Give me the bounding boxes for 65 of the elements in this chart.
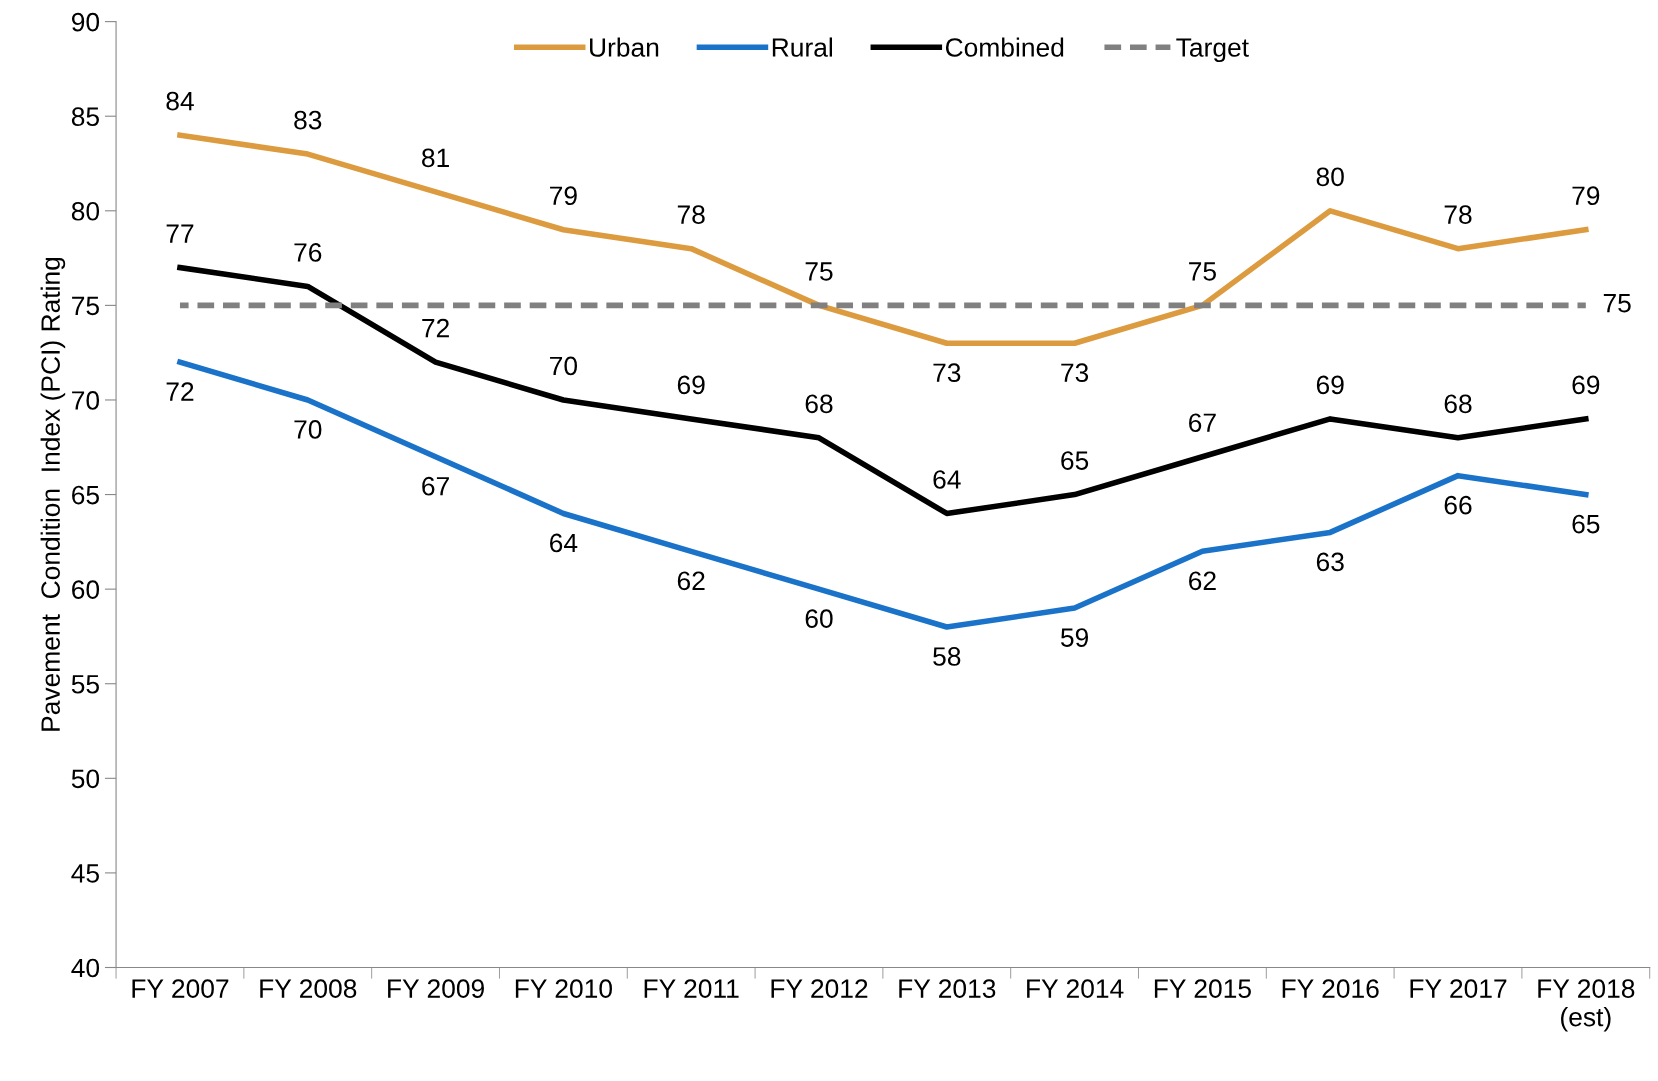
data-label: 72 <box>166 382 194 401</box>
y-tick-label: 45 <box>71 864 99 883</box>
x-tick-label: FY 2016 <box>1282 979 1379 998</box>
data-label: 73 <box>1061 363 1089 383</box>
data-label: 72 <box>422 318 449 338</box>
data-label: 69 <box>677 375 705 395</box>
y-tick-label: 55 <box>71 675 99 694</box>
x-tick-label: FY 2007 <box>132 979 229 998</box>
data-label: 78 <box>1444 205 1472 224</box>
legend-label: Combined <box>945 37 1064 57</box>
legend-label: Rural <box>772 37 832 57</box>
y-tick-label: 60 <box>72 580 100 599</box>
x-tick-label: FY 2008 <box>260 979 357 998</box>
data-label: 66 <box>1444 495 1472 515</box>
data-label: 70 <box>294 420 322 439</box>
data-label: 58 <box>933 647 961 666</box>
data-label: 77 <box>166 224 194 243</box>
y-tick-label: 50 <box>71 769 100 789</box>
data-label: 75 <box>805 262 833 281</box>
y-tick-label: 40 <box>71 958 100 978</box>
data-label: 68 <box>805 394 833 414</box>
y-tick-label: 80 <box>71 201 100 221</box>
data-label: 80 <box>1316 167 1344 187</box>
data-label: 81 <box>422 148 449 168</box>
x-tick-label: FY 2013 <box>899 979 996 998</box>
data-label: 62 <box>1189 571 1216 591</box>
y-axis-title: Pavement Condition Index (PCI) Rating <box>40 257 66 731</box>
x-tick-label: FY 2010 <box>515 979 612 998</box>
data-label: 69 <box>1316 375 1344 395</box>
legend-label: Urban <box>590 37 659 57</box>
y-tick-label: 90 <box>71 12 100 32</box>
data-label: 67 <box>1189 413 1216 433</box>
x-tick-label: FY 2009 <box>388 979 484 998</box>
x-tick-label: FY 2014 <box>1027 979 1124 998</box>
y-tick-label: 85 <box>71 107 99 127</box>
data-label: 83 <box>294 110 322 130</box>
y-tick-label: 75 <box>72 296 99 316</box>
data-label: 62 <box>677 571 705 591</box>
data-label: 68 <box>1444 394 1472 414</box>
data-label: 60 <box>805 609 833 628</box>
data-label: 75 <box>1189 262 1216 281</box>
y-tick-label: 65 <box>72 485 99 505</box>
data-label: 64 <box>933 470 961 489</box>
x-tick-label: FY 2011 <box>644 979 739 998</box>
y-tick-label: 70 <box>72 391 100 410</box>
data-label: 63 <box>1316 552 1344 572</box>
data-label: 75 <box>1603 294 1631 313</box>
legend-label: Target <box>1176 38 1249 63</box>
data-label: 73 <box>933 363 961 383</box>
data-label: 65 <box>1061 451 1089 470</box>
x-tick-label: FY 2018 (est) <box>1538 979 1635 1032</box>
data-label: 70 <box>550 356 578 376</box>
data-label: 79 <box>550 186 577 206</box>
data-label: 78 <box>677 205 705 224</box>
data-label: 79 <box>1572 186 1600 206</box>
data-label: 65 <box>1572 514 1600 534</box>
data-label: 67 <box>422 476 449 496</box>
x-tick-label: FY 2012 <box>771 979 868 998</box>
data-label: 84 <box>166 91 194 111</box>
data-label: 69 <box>1572 375 1600 395</box>
data-label: 64 <box>550 533 578 553</box>
x-tick-label: FY 2015 <box>1154 979 1251 998</box>
x-tick-label: FY 2017 <box>1410 979 1507 998</box>
data-label: 59 <box>1060 628 1089 647</box>
data-label: 76 <box>294 243 322 262</box>
